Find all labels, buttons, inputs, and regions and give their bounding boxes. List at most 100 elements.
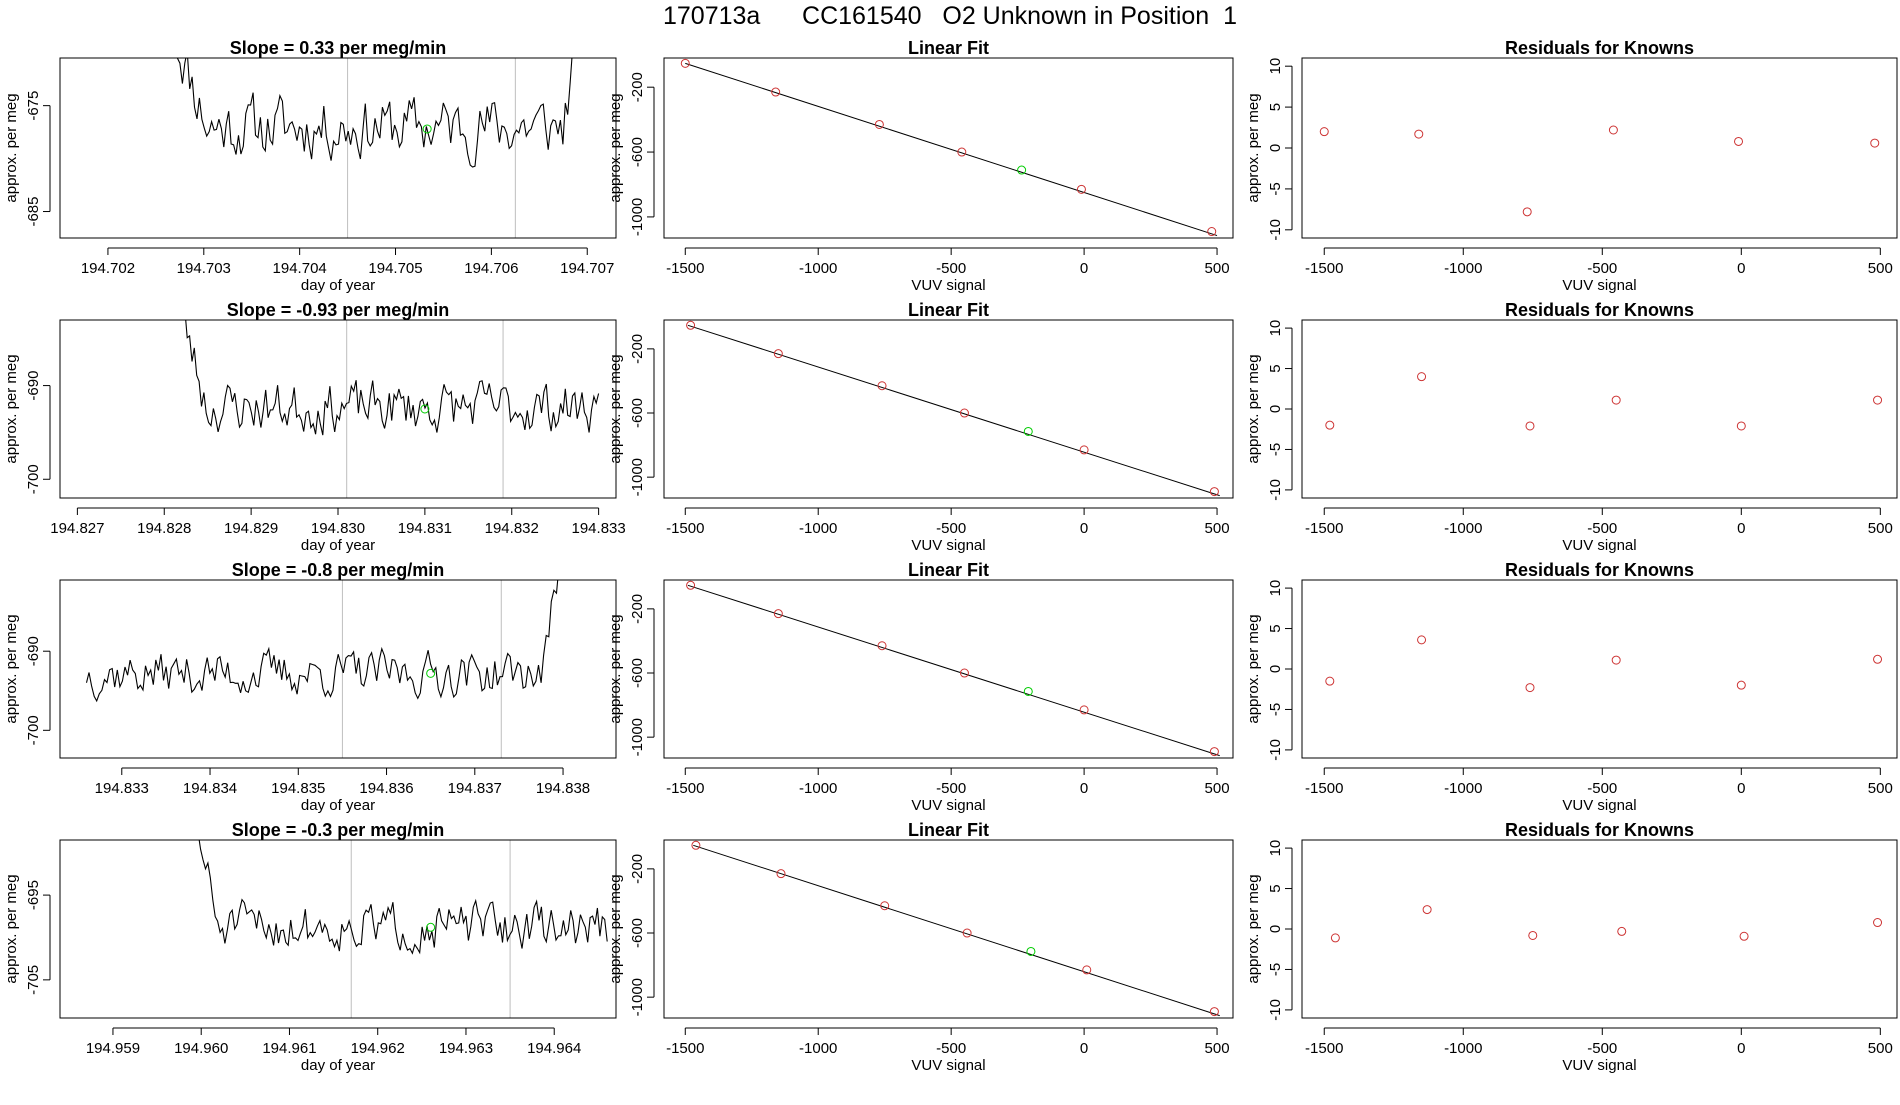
x-axis-label: VUV signal — [1562, 1057, 1636, 1074]
y-axis-label: approx. per meg — [1245, 614, 1262, 723]
x-tick-label: 194.960 — [174, 1040, 228, 1057]
x-tick-label: -1000 — [1444, 260, 1482, 277]
plot-data — [680, 58, 1218, 237]
plot-frame — [1301, 839, 1898, 1019]
known-point — [1525, 683, 1535, 693]
known-point — [1209, 487, 1219, 497]
y-tick-label: -10 — [1267, 999, 1284, 1021]
known-point — [686, 320, 696, 330]
x-tick-label: -1000 — [799, 1040, 837, 1057]
y-tick-label: -675 — [25, 91, 42, 121]
fit-line — [687, 324, 1220, 497]
unknown-point — [1023, 686, 1033, 696]
plot-data — [176, 58, 579, 238]
y-tick-label: -685 — [25, 197, 42, 227]
x-axis-label: day of year — [301, 537, 375, 554]
x-axis-label: day of year — [301, 277, 375, 294]
unknown-point — [426, 922, 436, 932]
x-tick-label: 194.835 — [271, 780, 325, 797]
y-axis-label: approx. per meg — [607, 614, 624, 723]
x-axis-label: VUV signal — [911, 537, 985, 554]
chart-panel-3-1: Residuals for Knowns -1500 -1000 -500 0 500 VU… — [1245, 38, 1898, 294]
y-tick-label: -5 — [1267, 703, 1284, 716]
x-tick-label: -1500 — [1305, 780, 1343, 797]
chart-panel-1-1: Slope = 0.33 per meg/min 194.702 194.703 19… — [3, 38, 617, 294]
known-point — [877, 641, 887, 651]
tank-id: CC161540 — [802, 2, 922, 30]
x-tick-label: 194.961 — [262, 1040, 316, 1057]
x-tick-label: 194.703 — [177, 260, 231, 277]
y-tick-label: 0 — [1267, 144, 1284, 152]
y-tick-label: -600 — [629, 137, 646, 167]
known-point — [1611, 655, 1621, 665]
plot-data — [198, 840, 608, 1018]
y-tick-label: -1000 — [629, 458, 646, 496]
known-point — [1873, 395, 1883, 405]
y-tick-label: 5 — [1267, 624, 1284, 632]
y-axis-label: approx. per meg — [607, 874, 624, 983]
known-point — [776, 869, 786, 879]
y-tick-label: -200 — [629, 334, 646, 364]
x-tick-label: 194.838 — [536, 780, 590, 797]
x-tick-label: 0 — [1080, 520, 1088, 537]
y-tick-label: -700 — [25, 464, 42, 494]
x-tick-label: 194.837 — [448, 780, 502, 797]
unknown-description: O2 Unknown in Position 1 — [942, 2, 1237, 30]
y-tick-label: -200 — [629, 594, 646, 624]
x-tick-label: -500 — [936, 1040, 966, 1057]
y-tick-label: -200 — [629, 854, 646, 884]
known-point — [773, 609, 783, 619]
x-tick-label: 194.706 — [464, 260, 518, 277]
x-tick-label: -500 — [936, 780, 966, 797]
x-tick-label: 500 — [1205, 260, 1230, 277]
known-point — [680, 58, 690, 68]
plot-frame — [59, 319, 617, 499]
x-tick-label: -1500 — [666, 260, 704, 277]
y-tick-label: 0 — [1267, 665, 1284, 673]
fit-line — [687, 584, 1220, 757]
x-tick-label: 500 — [1868, 780, 1893, 797]
x-axis-label: VUV signal — [911, 277, 985, 294]
chart-title: Residuals for Knowns — [1505, 300, 1694, 320]
known-point — [773, 349, 783, 359]
x-tick-label: -1500 — [666, 1040, 704, 1057]
x-tick-label: 500 — [1868, 1040, 1893, 1057]
y-tick-label: -690 — [25, 371, 42, 401]
plot-data — [1325, 635, 1883, 693]
x-axis-label: VUV signal — [1562, 277, 1636, 294]
chart-title: Residuals for Knowns — [1505, 820, 1694, 840]
x-tick-label: -1000 — [799, 780, 837, 797]
x-tick-label: 500 — [1205, 780, 1230, 797]
x-tick-label: -1500 — [1305, 260, 1343, 277]
unknown-point — [1023, 426, 1033, 436]
known-point — [874, 119, 884, 129]
y-tick-label: -1000 — [629, 718, 646, 756]
data-trace — [85, 580, 559, 703]
data-trace — [198, 840, 608, 955]
chart-panel-1-2: Slope = -0.93 per meg/min 194.827 194.828 1… — [3, 300, 626, 554]
y-axis-label: approx. per meg — [3, 614, 20, 723]
x-tick-label: 0 — [1737, 1040, 1745, 1057]
chart-panel-3-4: Residuals for Knowns -1500 -1000 -500 0 500 VU… — [1245, 820, 1898, 1074]
x-tick-label: -1000 — [1444, 1040, 1482, 1057]
y-tick-label: 10 — [1267, 58, 1284, 75]
y-tick-label: -695 — [25, 880, 42, 910]
x-tick-label: 194.829 — [224, 520, 278, 537]
chart-title: Linear Fit — [908, 560, 989, 580]
known-point — [1525, 421, 1535, 431]
x-tick-label: -500 — [1587, 780, 1617, 797]
x-tick-label: 194.704 — [273, 260, 327, 277]
known-point — [1076, 184, 1086, 194]
x-axis-label: VUV signal — [911, 797, 985, 814]
x-tick-label: 0 — [1737, 520, 1745, 537]
fit-line — [685, 62, 1218, 237]
x-tick-label: 194.963 — [439, 1040, 493, 1057]
x-tick-label: 194.959 — [86, 1040, 140, 1057]
y-tick-label: -700 — [25, 715, 42, 745]
known-point — [1209, 747, 1219, 757]
y-axis-label: approx. per meg — [1245, 874, 1262, 983]
y-tick-label: -200 — [629, 72, 646, 102]
y-tick-label: -10 — [1267, 739, 1284, 761]
known-point — [1330, 933, 1340, 943]
